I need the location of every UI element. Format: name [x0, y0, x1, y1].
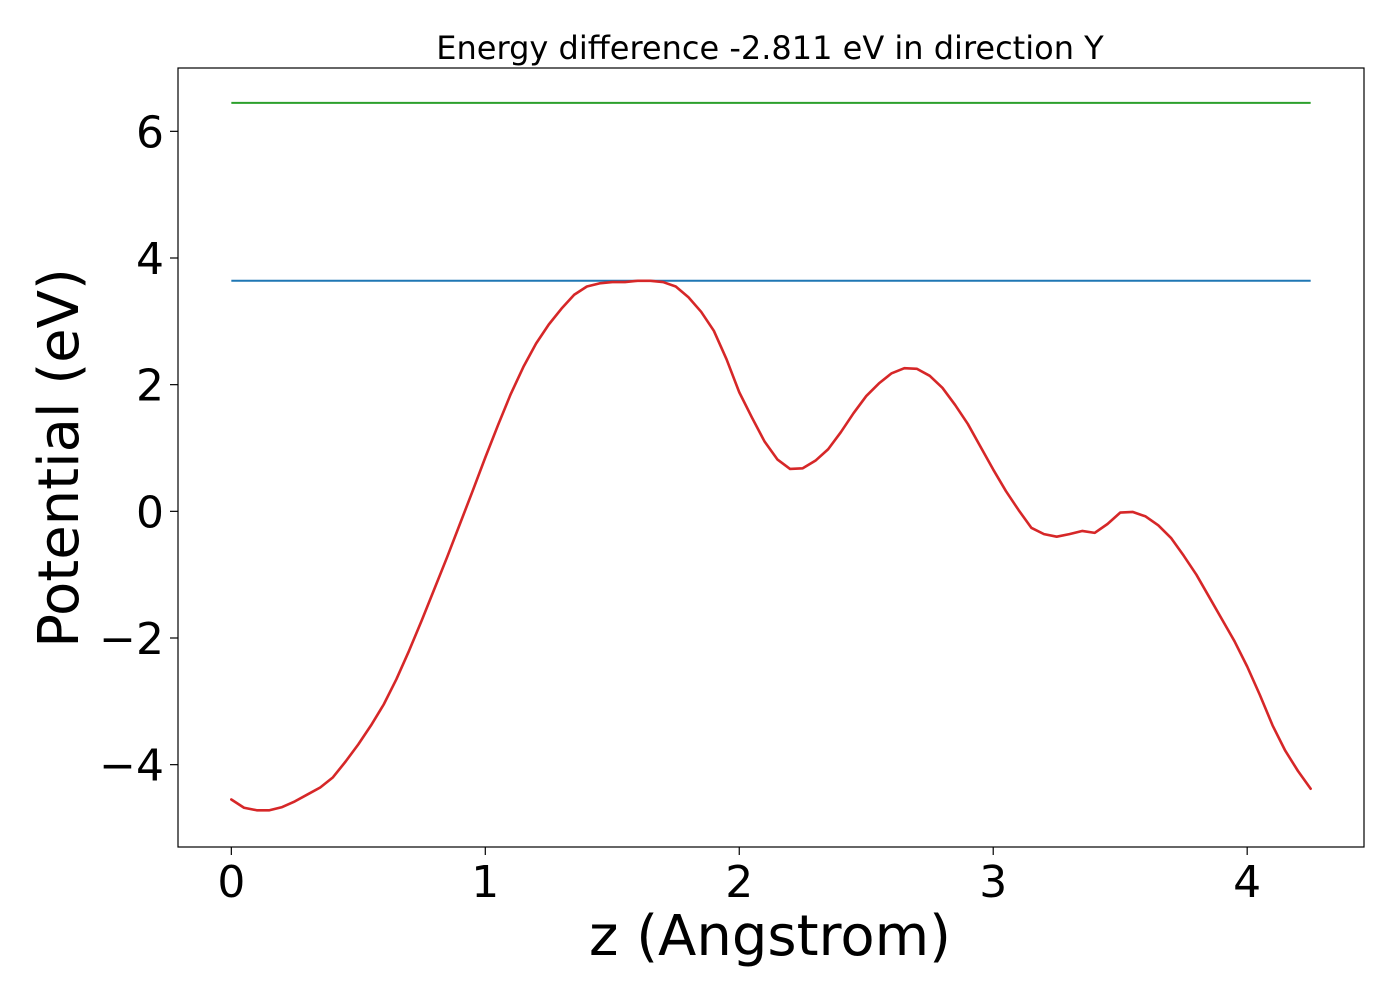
- x-tick-label: 1: [471, 857, 499, 908]
- x-tick-label: 0: [217, 857, 245, 908]
- x-tick-label: 4: [1233, 857, 1261, 908]
- y-tick-label: 0: [136, 487, 164, 538]
- y-tick-label: 6: [136, 107, 164, 158]
- y-tick-label: −2: [99, 614, 164, 665]
- y-axis: −4 −2 0 2 4 6: [99, 107, 178, 792]
- y-tick-label: 4: [136, 234, 164, 285]
- y-axis-label: Potential (eV): [27, 268, 92, 648]
- plot-frame: [177, 67, 1365, 848]
- chart-title: Energy difference -2.811 eV in direction…: [436, 29, 1104, 67]
- x-axis-label: z (Angstrom): [589, 904, 951, 969]
- y-tick-label: −4: [99, 741, 164, 792]
- y-tick-label: 2: [136, 361, 164, 412]
- x-tick-label: 2: [725, 857, 753, 908]
- x-axis: 0 1 2 3 4: [217, 847, 1261, 908]
- x-tick-label: 3: [979, 857, 1007, 908]
- series-layer: [230, 101, 1312, 812]
- potential-curve: [230, 279, 1312, 812]
